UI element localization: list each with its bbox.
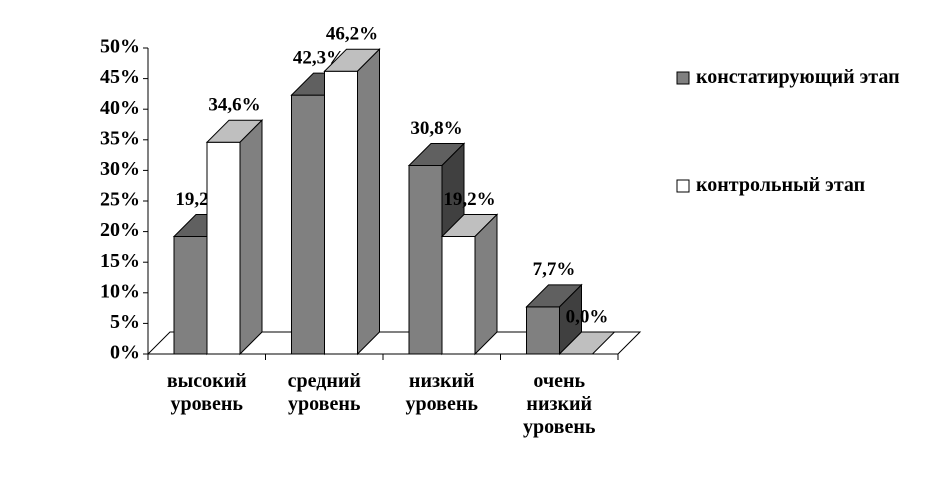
bar-side [239,119,263,356]
bar-front [291,94,325,355]
value-label: 0,0% [566,306,609,327]
x-tick-label: высокий уровень [166,370,247,415]
bar-front [408,165,443,355]
bar-front [526,306,560,355]
y-tick-label: 25% [100,189,140,211]
y-tick-label: 50% [100,36,140,58]
y-tick-label: 0% [110,342,140,364]
y-tick-label: 35% [100,127,140,149]
value-label: 46,2% [326,24,378,45]
y-tick-label: 20% [100,219,140,241]
bar-side [474,213,498,356]
y-tick-label: 10% [100,280,140,302]
bar-front [173,235,208,355]
bar-front [441,235,476,355]
legend-label: контрольный этап [696,174,866,196]
legend-swatch [676,179,690,193]
x-tick-label: очень низкий уровень [523,370,596,438]
bar-front [324,70,358,355]
y-tick-label: 5% [110,311,140,333]
value-label: 34,6% [208,95,260,116]
x-tick-label: средний уровень [287,370,361,415]
legend-label: констатирующий этап [696,66,900,88]
value-label: 7,7% [533,259,576,280]
value-label: 19,2% [443,189,495,210]
y-tick-label: 30% [100,158,140,180]
value-label: 30,8% [410,118,462,139]
bar-top [558,331,616,355]
bar-side [357,48,380,356]
y-tick-label: 45% [100,66,140,88]
bar-front [206,141,241,355]
legend-swatch [676,71,690,85]
x-tick-label: низкий уровень [405,370,478,415]
y-tick-label: 40% [100,97,140,119]
y-tick-label: 15% [100,250,140,272]
